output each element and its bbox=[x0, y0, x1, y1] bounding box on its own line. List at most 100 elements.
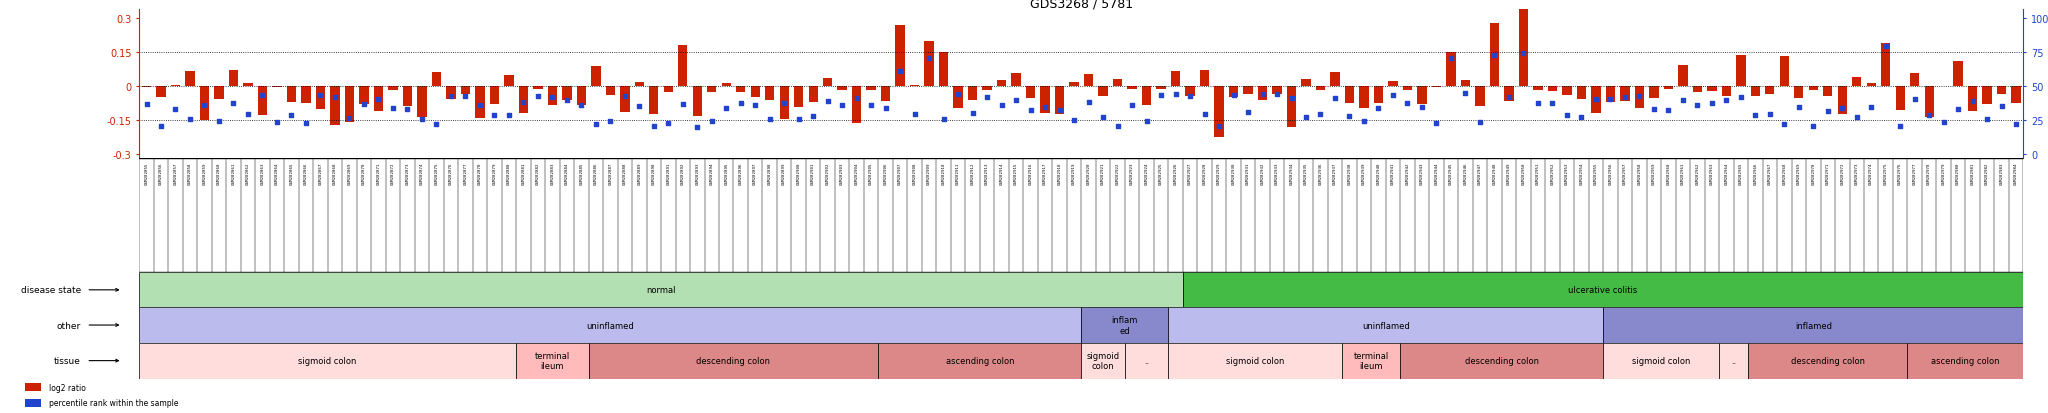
Point bbox=[449, 94, 481, 100]
Text: GSM282900: GSM282900 bbox=[797, 162, 801, 185]
Bar bbox=[1167, 308, 1604, 343]
Bar bbox=[358, 87, 369, 105]
Text: GSM282953: GSM282953 bbox=[1565, 162, 1569, 185]
Text: GSM282865: GSM282865 bbox=[289, 162, 293, 185]
Bar bbox=[561, 87, 571, 100]
Bar bbox=[924, 42, 934, 87]
Bar bbox=[1112, 80, 1122, 87]
Point bbox=[463, 103, 496, 109]
Bar bbox=[1722, 87, 1731, 97]
Bar bbox=[1911, 74, 1919, 87]
Text: GSM282980: GSM282980 bbox=[1956, 162, 1960, 185]
Text: GSM282961: GSM282961 bbox=[1681, 162, 1686, 185]
Text: GSM282878: GSM282878 bbox=[477, 162, 481, 185]
Bar bbox=[141, 87, 152, 88]
Bar bbox=[1548, 87, 1556, 92]
Bar bbox=[750, 87, 760, 98]
Bar bbox=[258, 87, 266, 116]
Point bbox=[334, 116, 367, 122]
Text: GSM282930: GSM282930 bbox=[1231, 162, 1235, 185]
Point bbox=[1522, 101, 1554, 107]
Bar bbox=[1229, 87, 1239, 98]
Bar bbox=[1081, 343, 1124, 379]
Bar bbox=[1331, 73, 1339, 87]
Bar bbox=[1026, 87, 1036, 99]
Text: GSM282967: GSM282967 bbox=[1767, 162, 1772, 185]
Bar bbox=[1907, 343, 2023, 379]
Bar bbox=[446, 87, 455, 100]
Point bbox=[666, 102, 698, 108]
Bar bbox=[809, 87, 817, 103]
Text: GSM282895: GSM282895 bbox=[725, 162, 729, 185]
Point bbox=[680, 124, 713, 131]
Point bbox=[217, 101, 250, 107]
Bar bbox=[1489, 24, 1499, 87]
FancyArrowPatch shape bbox=[90, 359, 119, 362]
Text: GSM282860: GSM282860 bbox=[217, 162, 221, 185]
Bar bbox=[516, 343, 588, 379]
Point bbox=[942, 91, 975, 98]
Bar bbox=[938, 53, 948, 87]
Text: GSM282890: GSM282890 bbox=[651, 162, 655, 185]
Bar bbox=[969, 87, 977, 101]
Point bbox=[1550, 112, 1583, 119]
Point bbox=[1319, 95, 1352, 102]
Point bbox=[319, 95, 352, 101]
Bar bbox=[664, 87, 674, 93]
Point bbox=[274, 113, 307, 119]
Text: GSM282866: GSM282866 bbox=[303, 162, 307, 185]
Text: GSM282891: GSM282891 bbox=[666, 162, 670, 185]
Bar bbox=[1765, 87, 1774, 95]
Bar bbox=[1124, 343, 1167, 379]
Point bbox=[1710, 97, 1743, 104]
Point bbox=[1855, 104, 1888, 111]
Point bbox=[1362, 105, 1395, 112]
Bar bbox=[1432, 87, 1442, 88]
Bar bbox=[287, 87, 297, 103]
Bar bbox=[1851, 78, 1862, 87]
Text: GSM282959: GSM282959 bbox=[1653, 162, 1657, 185]
Text: GSM282902: GSM282902 bbox=[825, 162, 829, 185]
Bar bbox=[1954, 62, 1962, 87]
Text: GSM282977: GSM282977 bbox=[1913, 162, 1917, 185]
Bar bbox=[823, 79, 831, 87]
Point bbox=[623, 104, 655, 110]
Text: GSM282874: GSM282874 bbox=[420, 162, 424, 185]
Text: GSM282858: GSM282858 bbox=[188, 162, 193, 185]
Bar bbox=[1634, 87, 1645, 109]
Text: GSM282883: GSM282883 bbox=[551, 162, 555, 185]
Bar bbox=[1520, 8, 1528, 87]
Bar bbox=[1214, 87, 1225, 137]
Text: GSM282919: GSM282919 bbox=[1071, 162, 1075, 185]
Point bbox=[1231, 110, 1264, 116]
Point bbox=[1898, 96, 1931, 103]
Text: GSM282910: GSM282910 bbox=[942, 162, 946, 185]
Bar bbox=[1692, 87, 1702, 93]
Bar bbox=[1794, 87, 1804, 99]
Point bbox=[971, 94, 1004, 101]
Text: terminal
ileum: terminal ileum bbox=[535, 351, 569, 370]
Bar bbox=[1503, 87, 1513, 102]
Point bbox=[477, 113, 510, 119]
Point bbox=[508, 100, 541, 106]
Bar bbox=[403, 87, 412, 107]
Text: GSM282954: GSM282954 bbox=[1579, 162, 1583, 185]
Point bbox=[1999, 121, 2032, 128]
Point bbox=[1841, 114, 1874, 121]
Text: GSM282867: GSM282867 bbox=[317, 162, 322, 185]
Point bbox=[1810, 109, 1843, 115]
Text: GSM282889: GSM282889 bbox=[637, 162, 641, 185]
Text: percentile rank within the sample: percentile rank within the sample bbox=[49, 398, 178, 407]
Bar bbox=[707, 87, 717, 93]
Text: GSM282947: GSM282947 bbox=[1479, 162, 1483, 185]
Bar bbox=[2011, 87, 2021, 104]
Bar bbox=[1751, 87, 1759, 96]
Text: GSM282936: GSM282936 bbox=[1319, 162, 1323, 185]
Point bbox=[1202, 123, 1235, 130]
Bar bbox=[1143, 87, 1151, 106]
Text: GSM282956: GSM282956 bbox=[1608, 162, 1612, 185]
Text: GSM282915: GSM282915 bbox=[1014, 162, 1018, 185]
Text: GSM282935: GSM282935 bbox=[1305, 162, 1309, 185]
Bar bbox=[838, 87, 848, 90]
Text: GSM282899: GSM282899 bbox=[782, 162, 786, 185]
